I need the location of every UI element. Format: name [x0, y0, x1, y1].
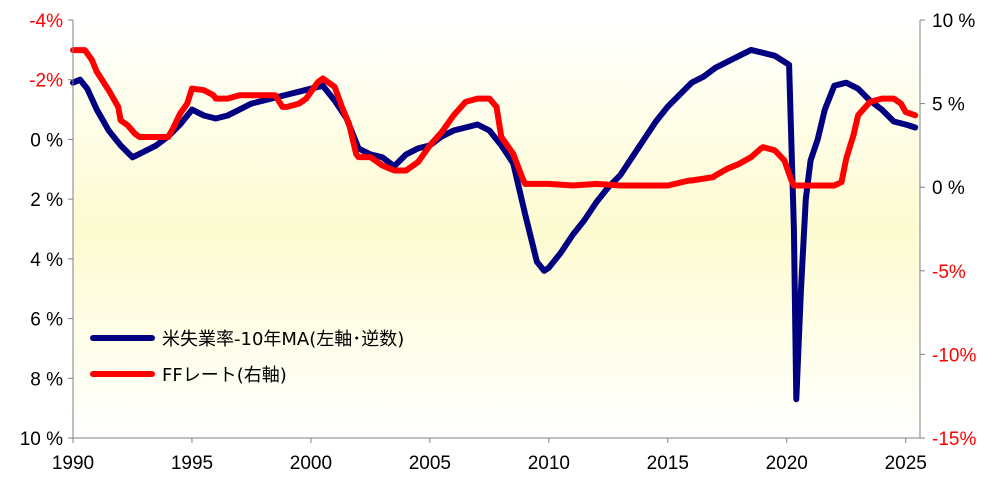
x-tick-label: 2005	[409, 453, 451, 474]
right-tick-label: 0 %	[932, 178, 965, 199]
left-tick-label: 6 %	[30, 310, 63, 331]
right-tick-label: 10 %	[932, 11, 975, 32]
left-tick-label: 8 %	[30, 369, 63, 390]
series-line-unemployment	[70, 46, 919, 403]
x-tick-label: 1995	[171, 453, 213, 474]
x-tick-label: 2015	[647, 453, 689, 474]
x-tick-label: 2010	[528, 453, 570, 474]
right-tick-label: -10%	[932, 345, 976, 366]
right-tick-label: 5 %	[932, 95, 965, 116]
x-tick-label: 2020	[766, 453, 808, 474]
right-tick-label: -15%	[932, 429, 976, 450]
x-tick-label: 2025	[885, 453, 927, 474]
left-tick-label: 10 %	[20, 429, 63, 450]
axes-layer: -4% -2% 0 % 2 % 4 % 6 % 8 % 10 % 10 % 5 % 0 % -5% -1…	[20, 11, 977, 474]
legend-label-unemployment: 米失業率-10年MA(左軸･逆数)	[162, 329, 404, 350]
left-tick-label: -4%	[29, 11, 63, 32]
series-line-ff-rate	[70, 47, 919, 189]
series-layer	[70, 46, 919, 403]
left-tick-label: 4 %	[30, 250, 63, 271]
x-tick-label: 1990	[52, 453, 94, 474]
left-tick-label: 0 %	[30, 130, 63, 151]
right-tick-label: -5%	[932, 262, 966, 283]
left-tick-label: -2%	[29, 71, 63, 92]
left-tick-label: 2 %	[30, 190, 63, 211]
plot-background	[73, 20, 920, 438]
legend: 米失業率-10年MA(左軸･逆数) FFレート(右軸)	[90, 329, 404, 386]
x-tick-label: 2000	[290, 453, 332, 474]
legend-label-ff-rate: FFレート(右軸)	[162, 365, 287, 386]
